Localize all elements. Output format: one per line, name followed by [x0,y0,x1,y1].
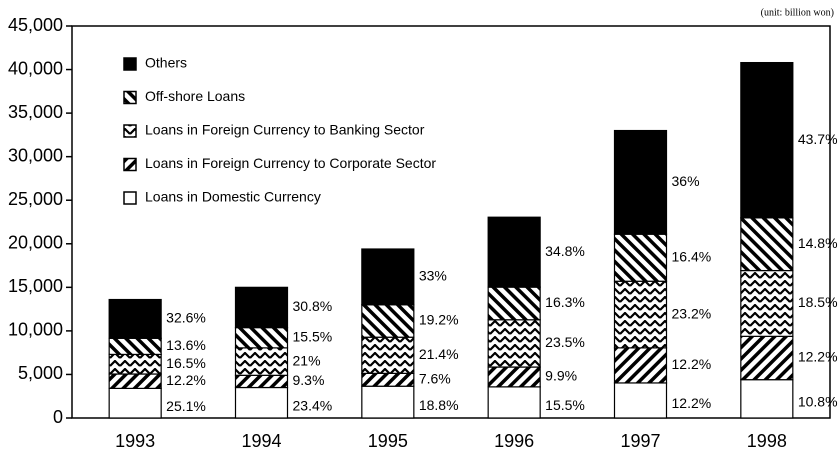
x-tick-label: 1993 [115,431,155,451]
x-tick-label: 1996 [494,431,534,451]
bar-segment [361,385,415,419]
y-tick-label: 5,000 [18,363,63,383]
bar-segment [234,347,289,376]
segment-label: 34.8% [545,243,585,259]
segment-label: 43.7% [798,131,838,147]
bar-segment [740,269,794,337]
bar-segment [740,61,794,219]
bar-segment [740,379,794,419]
y-tick-label: 25,000 [8,189,63,209]
legend-swatch [123,157,137,172]
segment-label: 19.2% [419,312,459,328]
segment-label: 21.4% [419,346,459,362]
segment-label: 16.4% [672,248,712,264]
segment-label: 18.5% [798,294,838,310]
bar-segment [108,298,162,339]
segment-label: 23.5% [545,334,585,350]
bar-segment [613,280,668,349]
bar-segment [487,366,541,388]
bar-segment [361,372,415,387]
y-tick-label: 30,000 [8,145,63,165]
segment-label: 12.2% [672,395,712,411]
plot-frame [71,25,831,419]
bar-segment [234,374,289,389]
bar-segment [361,248,415,306]
segment-label: 16.3% [545,294,585,310]
x-tick-label: 1998 [747,431,787,451]
bar-segment [108,373,162,389]
segment-label: 25.1% [166,398,206,414]
bar-segment [487,216,541,288]
segment-label: 21% [293,352,321,368]
legend-label: Off-shore Loans [145,88,245,104]
segment-label: 12.2% [166,372,206,388]
bar-segment [487,286,541,321]
bar-segment [361,336,415,374]
bar-segment [234,327,289,349]
segment-label: 9.3% [293,372,325,388]
segment-label: 18.8% [419,397,459,413]
y-tick-label: 20,000 [8,233,63,253]
bar-segment [487,386,541,419]
segment-label: 16.5% [166,355,206,371]
legend-swatch [123,57,137,71]
segment-label: 36% [672,173,700,189]
y-tick-label: 10,000 [8,320,63,340]
bar-segment [740,217,794,272]
bar-segment [108,353,162,375]
bar-segment [108,337,162,356]
bar-segment [613,382,668,419]
segment-label: 15.5% [293,328,333,344]
bar-segment [361,304,415,338]
bar-segment [234,286,289,329]
segment-label: 30.8% [293,298,333,314]
y-tick-label: 35,000 [8,102,63,122]
bar-segment [487,319,541,368]
segment-label: 10.8% [798,394,838,410]
y-tick-label: 0 [53,407,63,427]
segment-label: 12.2% [672,356,712,372]
legend-label: Loans in Foreign Currency to Banking Sec… [145,122,425,138]
segment-label: 9.9% [545,368,577,384]
segment-label: 32.6% [166,310,206,326]
segment-label: 7.6% [419,370,451,386]
legend-label: Loans in Foreign Currency to Corporate S… [145,155,436,171]
bar-segment [613,347,668,384]
segment-label: 14.8% [798,235,838,251]
y-tick-label: 45,000 [8,15,63,35]
legend-label: Others [145,55,187,71]
legend-swatch [123,191,137,205]
segment-label: 15.5% [545,397,585,413]
bar-segment [234,386,289,419]
legend-swatch [123,90,137,105]
legend-label: Loans in Domestic Currency [145,189,321,205]
segment-label: 23.4% [293,397,333,413]
segment-label: 33% [419,268,447,284]
x-tick-label: 1995 [368,431,408,451]
bar-segment [613,129,668,235]
bar-segment [740,335,794,381]
segment-label: 13.6% [166,337,206,353]
x-tick-label: 1994 [241,431,281,451]
bar-segment [613,233,668,282]
segment-label: 12.2% [798,349,838,365]
y-tick-label: 40,000 [8,58,63,78]
unit-note: (unit: billion won) [761,7,834,18]
bar-segment [108,387,162,419]
segment-label: 23.2% [672,305,712,321]
y-tick-label: 15,000 [8,276,63,296]
legend-swatch [123,124,137,138]
x-tick-label: 1997 [620,431,660,451]
